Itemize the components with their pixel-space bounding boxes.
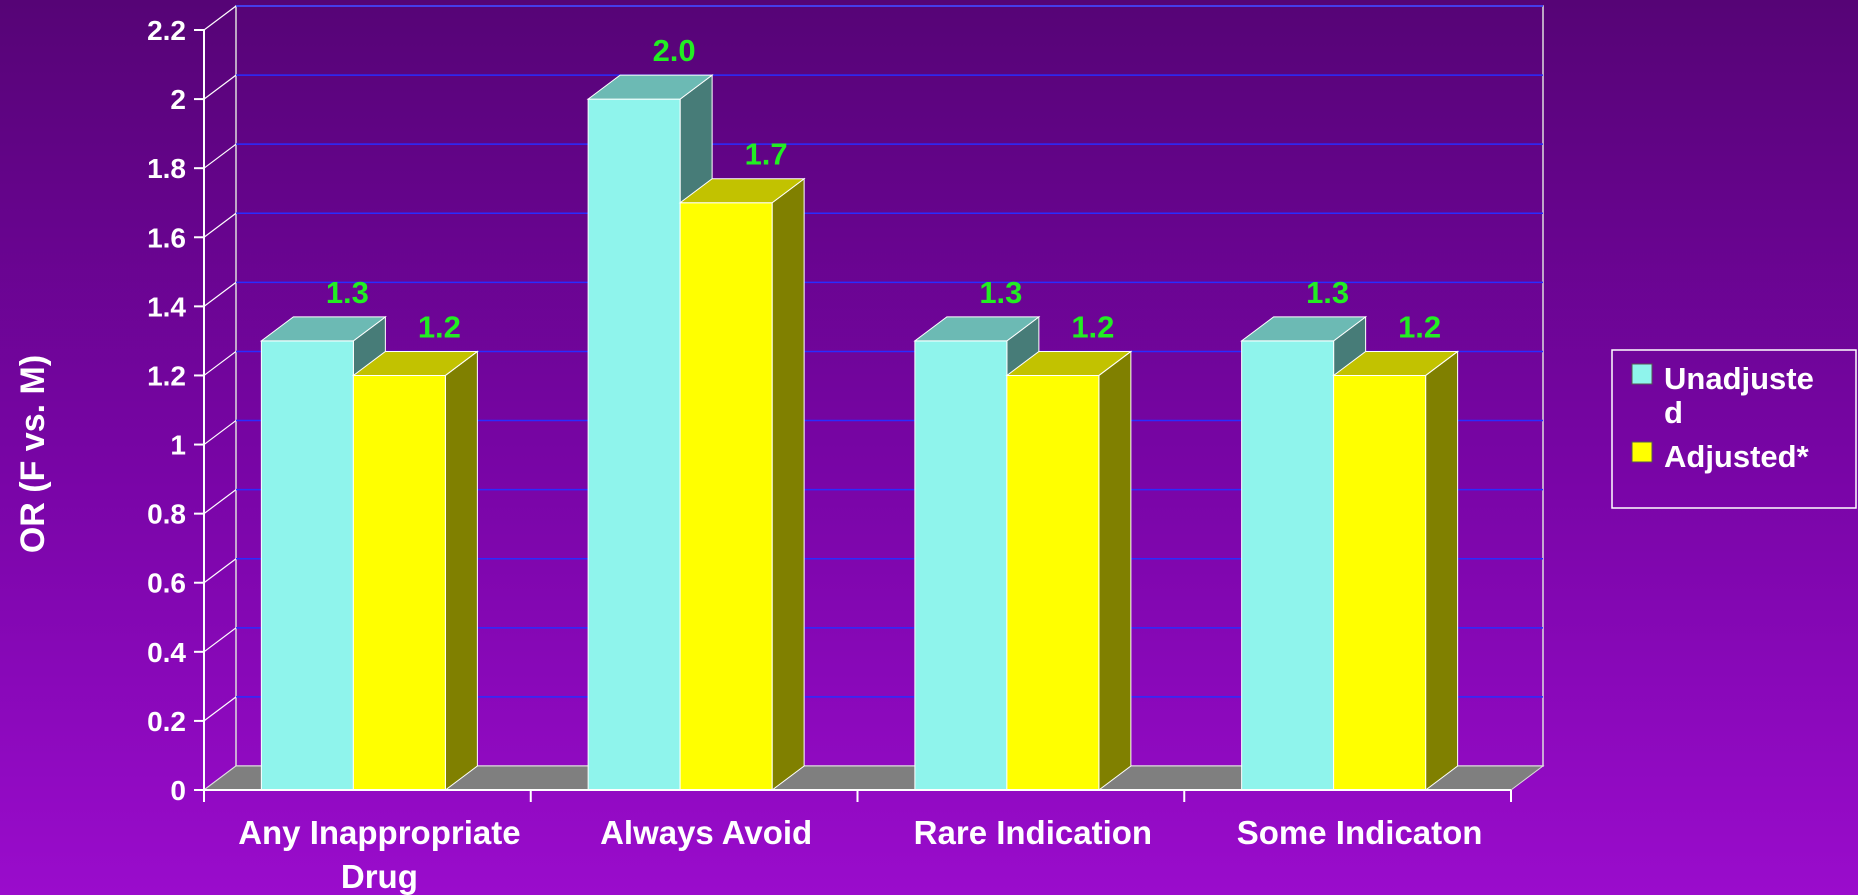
y-tick-label: 2.2 (147, 15, 186, 46)
grid-diagonal (203, 350, 237, 376)
x-tick-label: Rare Indication (914, 814, 1152, 851)
bars (259, 74, 1460, 791)
bar-side (1098, 350, 1132, 791)
y-tick-label: 1.8 (147, 153, 186, 184)
grid-diagonal (203, 212, 237, 238)
bar-side (771, 177, 805, 791)
x-tick-label: Some Indicaton (1237, 814, 1483, 851)
data-label: 1.2 (1071, 309, 1114, 344)
grid-diagonal (203, 74, 237, 100)
grid-diagonal (203, 627, 237, 653)
bar (678, 177, 806, 791)
x-tick-label: Always Avoid (600, 814, 812, 851)
bar-top (678, 178, 806, 204)
bar-top (1005, 350, 1133, 376)
bar-top (351, 350, 479, 376)
y-tick-label: 1.4 (147, 291, 186, 322)
data-label: 2.0 (653, 33, 696, 68)
legend-label: d (1664, 395, 1683, 430)
bar-top (586, 74, 714, 100)
grid-diagonal (203, 420, 237, 446)
grid-diagonal (203, 558, 237, 584)
y-tick-label: 1.6 (147, 222, 186, 253)
legend-label: Unadjuste (1664, 361, 1814, 396)
x-axis: Any Inappropriate Drug Always Avoid Rare In… (203, 789, 1512, 895)
bar-front (679, 202, 773, 791)
y-tick-label: 1 (170, 430, 186, 461)
legend-box (1611, 349, 1857, 509)
grid-diagonal (203, 489, 237, 515)
data-label: 1.2 (1398, 309, 1441, 344)
y-tick-label: 0.4 (147, 637, 186, 668)
bar (351, 350, 479, 791)
bar-top (1240, 316, 1368, 342)
bar-front (914, 340, 1008, 791)
bar-front (587, 98, 681, 791)
grid-diagonal (203, 5, 237, 31)
y-tick-label: 0.2 (147, 706, 186, 737)
data-label: 1.7 (745, 137, 788, 172)
bar-side (444, 350, 478, 791)
legend-label: Adjusted* (1664, 439, 1810, 474)
bar-top (1332, 350, 1460, 376)
data-label: 1.3 (979, 275, 1022, 310)
y-axis: 0 0.2 0.4 0.6 0.8 1 1.2 1.4 1.6 1.8 2 2.2 (147, 15, 204, 806)
bar-front (352, 374, 446, 791)
y-tick-label: 1.2 (147, 360, 186, 391)
y-tick-label: 0.6 (147, 568, 186, 599)
bar-front (1006, 374, 1100, 791)
bar (1005, 350, 1133, 791)
bar-front (1241, 340, 1335, 791)
y-tick-label: 0 (170, 775, 186, 806)
bar-front (260, 340, 354, 791)
grid-diagonal (203, 143, 237, 169)
legend-swatch (1631, 363, 1653, 385)
x-tick-label: Drug (341, 858, 418, 895)
data-labels: 1.3 1.2 2.0 1.7 1.3 1.2 1.3 1.2 (326, 33, 1441, 344)
grid-diagonal (203, 696, 237, 722)
data-label: 1.3 (326, 275, 369, 310)
y-axis-title: OR (F vs. M) (14, 355, 52, 553)
grid-diagonal (203, 281, 237, 307)
bar (1332, 350, 1460, 791)
legend-swatch (1631, 441, 1653, 463)
bar-top (259, 316, 387, 342)
x-tick-label: Any Inappropriate (238, 814, 520, 851)
y-tick-label: 0.8 (147, 499, 186, 530)
bar-top (913, 316, 1041, 342)
data-label: 1.2 (418, 309, 461, 344)
bar-front (1333, 374, 1427, 791)
y-tick-label: 2 (170, 84, 186, 115)
bar-side (1425, 350, 1459, 791)
data-label: 1.3 (1306, 275, 1349, 310)
